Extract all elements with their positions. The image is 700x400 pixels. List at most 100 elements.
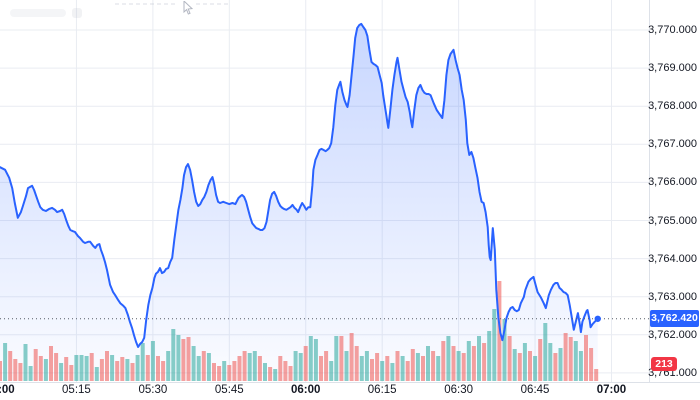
volume-bar[interactable]	[13, 359, 18, 381]
volume-bar[interactable]	[130, 363, 135, 381]
volume-bar[interactable]	[568, 337, 573, 381]
volume-bar[interactable]	[237, 356, 242, 381]
volume-bar[interactable]	[288, 366, 293, 381]
volume-bar[interactable]	[49, 346, 53, 381]
volume-bar[interactable]	[451, 346, 456, 381]
volume-bar[interactable]	[492, 309, 497, 381]
volume-bar[interactable]	[242, 351, 247, 381]
volume-bar[interactable]	[563, 333, 568, 381]
volume-bar[interactable]	[538, 339, 543, 381]
volume-bar[interactable]	[161, 361, 166, 381]
volume-bar[interactable]	[206, 353, 211, 381]
volume-bar[interactable]	[573, 341, 578, 381]
volume-bar[interactable]	[584, 335, 588, 381]
volume-bar[interactable]	[364, 351, 369, 381]
volume-bar[interactable]	[212, 363, 216, 381]
volume-bar[interactable]	[156, 356, 160, 381]
volume-bar[interactable]	[0, 361, 2, 381]
volume-bar[interactable]	[354, 346, 359, 381]
volume-bar[interactable]	[507, 336, 512, 381]
volume-bar[interactable]	[110, 355, 115, 381]
volume-bar[interactable]	[252, 351, 257, 381]
volume-bar[interactable]	[303, 346, 308, 381]
volume-bar[interactable]	[217, 366, 222, 381]
volume-bar[interactable]	[553, 353, 558, 381]
volume-bar[interactable]	[23, 344, 28, 381]
volume-bar[interactable]	[33, 349, 38, 381]
volume-bar[interactable]	[334, 336, 339, 381]
volume-bar[interactable]	[140, 343, 145, 381]
volume-bar[interactable]	[528, 351, 532, 381]
volume-bar[interactable]	[59, 363, 64, 381]
volume-bar[interactable]	[28, 366, 33, 381]
volume-bar[interactable]	[293, 351, 298, 381]
volume-bar[interactable]	[313, 339, 318, 381]
volume-bar[interactable]	[247, 353, 252, 381]
volume-bar[interactable]	[84, 356, 89, 381]
volume-bar[interactable]	[99, 359, 104, 381]
volume-bar[interactable]	[375, 353, 380, 381]
volume-bar[interactable]	[191, 346, 196, 381]
volume-bar[interactable]	[3, 343, 8, 381]
volume-bar[interactable]	[257, 356, 262, 381]
volume-bar[interactable]	[54, 353, 59, 381]
volume-bar[interactable]	[232, 361, 237, 381]
volume-bar[interactable]	[166, 351, 171, 381]
volume-bar[interactable]	[380, 361, 385, 381]
volume-bar[interactable]	[471, 346, 476, 381]
volume-bar[interactable]	[436, 356, 441, 381]
volume-bar[interactable]	[477, 336, 481, 381]
volume-bar[interactable]	[395, 351, 400, 381]
volume-bar[interactable]	[517, 353, 522, 381]
volume-bar[interactable]	[359, 356, 364, 381]
volume-bar[interactable]	[94, 367, 99, 381]
volume-bar[interactable]	[319, 356, 323, 381]
volume-bar[interactable]	[522, 343, 527, 381]
volume-bar[interactable]	[329, 361, 334, 381]
volume-bar[interactable]	[120, 357, 125, 381]
volume-bar[interactable]	[273, 369, 278, 381]
volume-bar[interactable]	[415, 353, 420, 381]
volume-bar[interactable]	[227, 365, 232, 381]
volume-bar[interactable]	[38, 356, 43, 381]
volume-bar[interactable]	[222, 361, 227, 381]
volume-bar[interactable]	[456, 351, 461, 381]
volume-bar[interactable]	[405, 361, 410, 381]
volume-bar[interactable]	[543, 323, 548, 381]
volume-bar[interactable]	[171, 329, 176, 381]
volume-bar[interactable]	[431, 351, 436, 381]
volume-bar[interactable]	[421, 356, 425, 381]
volume-bar[interactable]	[344, 351, 349, 381]
volume-bar[interactable]	[482, 343, 487, 381]
volume-bar[interactable]	[502, 319, 507, 381]
volume-bar[interactable]	[349, 333, 354, 381]
volume-bar[interactable]	[74, 355, 79, 381]
volume-bar[interactable]	[441, 341, 446, 381]
volume-bar[interactable]	[594, 369, 599, 381]
volume-bar[interactable]	[410, 349, 415, 381]
volume-bar[interactable]	[150, 341, 155, 381]
volume-bar[interactable]	[298, 353, 303, 381]
price-line[interactable]	[0, 22, 599, 348]
volume-bar[interactable]	[278, 356, 283, 381]
volume-bar[interactable]	[115, 361, 120, 381]
volume-bar[interactable]	[125, 359, 130, 381]
volume-bar[interactable]	[446, 336, 451, 381]
volume-bar[interactable]	[512, 349, 517, 381]
time-scale[interactable]: 05:00 05:15 05:30 05:45 06:00 06:15 06:30 06:45…	[0, 383, 700, 400]
volume-bar[interactable]	[400, 356, 405, 381]
volume-bar[interactable]	[196, 356, 201, 381]
volume-bar[interactable]	[263, 363, 267, 381]
volume-bar[interactable]	[181, 339, 186, 381]
volume-bar[interactable]	[283, 361, 288, 381]
volume-bar[interactable]	[69, 365, 74, 381]
volume-bar[interactable]	[18, 363, 23, 381]
volume-bar[interactable]	[370, 359, 374, 381]
volume-bar[interactable]	[105, 351, 109, 381]
volume-bar[interactable]	[533, 356, 538, 381]
volume-bar[interactable]	[268, 367, 273, 381]
volume-bars[interactable]	[0, 281, 599, 381]
volume-bar[interactable]	[43, 359, 48, 381]
